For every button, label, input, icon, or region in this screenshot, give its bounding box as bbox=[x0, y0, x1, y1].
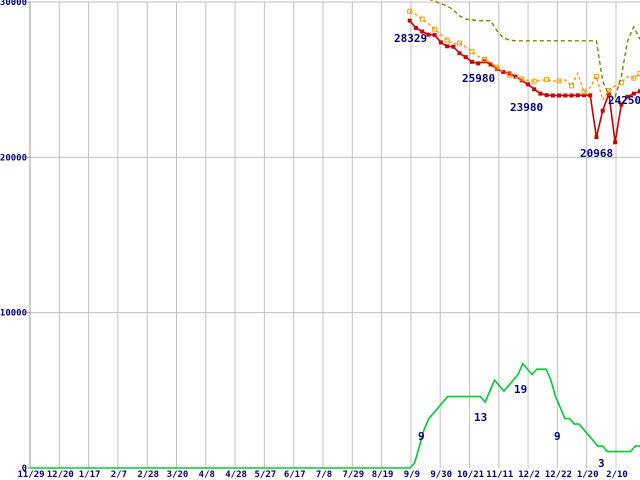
x-tick-label: 7/29 bbox=[342, 470, 364, 480]
series-marker-series_red bbox=[445, 44, 450, 49]
series-marker-series_red bbox=[569, 93, 574, 98]
series-marker-series_red bbox=[631, 91, 636, 96]
series-marker-series_red bbox=[488, 62, 493, 67]
series-marker-series_orange bbox=[581, 89, 587, 95]
y-tick-label: 0 bbox=[22, 464, 27, 474]
value-annotation: 19 bbox=[514, 383, 527, 396]
series-marker-series_red bbox=[420, 29, 425, 34]
x-tick-label: 2/28 bbox=[137, 470, 159, 480]
series-marker-series_orange bbox=[506, 72, 512, 78]
series-marker-series_red bbox=[476, 61, 481, 66]
series-marker-series_red bbox=[625, 94, 630, 99]
y-axis-tick-labels: 0 10000 20000 30000 bbox=[0, 0, 30, 474]
x-tick-label: 10/21 bbox=[457, 470, 484, 480]
x-tick-label: 12/22 bbox=[545, 470, 572, 480]
value-annotation: 3 bbox=[598, 457, 605, 470]
series-marker-series_red bbox=[581, 93, 586, 98]
value-annotation: 9 bbox=[554, 430, 561, 443]
series-marker-series_orange bbox=[457, 40, 463, 46]
series-marker-series_orange bbox=[481, 56, 487, 62]
x-tick-label: 1/17 bbox=[79, 470, 101, 480]
data-series-layer bbox=[30, 0, 640, 469]
x-tick-label: 5/27 bbox=[255, 470, 277, 480]
series-marker-series_orange bbox=[444, 37, 450, 43]
x-tick-label: 2/7 bbox=[111, 470, 127, 480]
x-tick-label: 7/8 bbox=[316, 470, 332, 480]
series-marker-series_red bbox=[619, 102, 624, 107]
series-marker-series_orange bbox=[531, 78, 537, 84]
series-line-series_green bbox=[30, 362, 640, 469]
x-tick-label: 11/29 bbox=[17, 470, 44, 480]
value-annotation: 25980 bbox=[462, 72, 495, 85]
series-marker-series_red bbox=[463, 55, 468, 60]
x-tick-label: 3/20 bbox=[167, 470, 189, 480]
series-marker-series_red bbox=[638, 89, 640, 94]
series-marker-series_red bbox=[594, 135, 599, 140]
grid-lines bbox=[29, 1, 640, 468]
series-marker-series_red bbox=[469, 59, 474, 64]
series-marker-series_red bbox=[413, 25, 418, 30]
series-marker-series_red bbox=[525, 82, 530, 87]
series-marker-series_red bbox=[513, 74, 518, 79]
series-marker-series_red bbox=[550, 93, 555, 98]
x-axis-tick-labels: 11/29 12/20 1/17 2/7 2/28 3/20 4/8 4/28 5/27 6/17… bbox=[17, 470, 627, 480]
series-marker-series_red bbox=[438, 40, 443, 45]
value-annotation: 24250 bbox=[608, 94, 640, 107]
series-marker-series_orange bbox=[631, 75, 637, 81]
series-marker-series_orange bbox=[407, 8, 413, 14]
series-marker-series_red bbox=[407, 18, 412, 23]
x-tick-label: 8/19 bbox=[372, 470, 394, 480]
x-tick-label: 9/9 bbox=[404, 470, 420, 480]
series-marker-series_red bbox=[557, 93, 562, 98]
series-marker-series_orange bbox=[569, 83, 575, 89]
x-tick-label: 4/8 bbox=[199, 470, 215, 480]
series-marker-series_orange bbox=[519, 76, 525, 82]
series-marker-series_red bbox=[588, 93, 593, 98]
series-marker-series_red bbox=[532, 87, 537, 92]
series-marker-series_orange bbox=[469, 49, 475, 55]
value-annotation: 13 bbox=[474, 411, 487, 424]
value-annotation: 23980 bbox=[510, 101, 543, 114]
value-annotation: 28329 bbox=[394, 32, 427, 45]
x-tick-label: 11/11 bbox=[486, 470, 513, 480]
data-value-annotations: 28329 25980 23980 20968 24250 9 13 19 9 3 bbox=[394, 32, 640, 470]
value-annotation: 9 bbox=[418, 430, 425, 443]
series-marker-series_red bbox=[563, 93, 568, 98]
series-marker-series_red bbox=[426, 32, 431, 37]
y-tick-label: 30000 bbox=[0, 0, 27, 8]
series-marker-series_orange bbox=[593, 74, 599, 80]
x-tick-label: 2/10 bbox=[606, 470, 628, 480]
value-annotation: 20968 bbox=[580, 147, 613, 160]
series-marker-series_orange bbox=[637, 70, 640, 76]
x-tick-label: 1/20 bbox=[577, 470, 599, 480]
series-marker-series_orange bbox=[419, 16, 425, 22]
x-tick-label: 12/20 bbox=[47, 470, 74, 480]
series-line-series_orange bbox=[409, 10, 640, 102]
x-tick-label: 9/30 bbox=[430, 470, 452, 480]
series-marker-series_red bbox=[544, 93, 549, 98]
x-tick-label: 4/28 bbox=[225, 470, 247, 480]
series-marker-series_red bbox=[575, 93, 580, 98]
y-tick-label: 10000 bbox=[0, 309, 27, 319]
series-marker-series_orange bbox=[494, 64, 500, 70]
x-tick-label: 12/2 bbox=[518, 470, 540, 480]
series-marker-series_red bbox=[501, 69, 506, 74]
series-marker-series_red bbox=[451, 44, 456, 49]
series-marker-series_orange bbox=[544, 77, 550, 83]
series-marker-series_red bbox=[600, 108, 605, 113]
series-marker-series_red bbox=[606, 91, 611, 96]
series-marker-series_red bbox=[538, 91, 543, 96]
series-marker-series_orange bbox=[432, 26, 438, 32]
x-tick-label: 6/17 bbox=[284, 470, 306, 480]
series-marker-series_red bbox=[613, 140, 618, 145]
series-marker-series_red bbox=[457, 51, 462, 56]
y-tick-label: 20000 bbox=[0, 153, 27, 163]
series-marker-series_red bbox=[432, 32, 437, 37]
series-marker-series_orange bbox=[556, 78, 562, 84]
